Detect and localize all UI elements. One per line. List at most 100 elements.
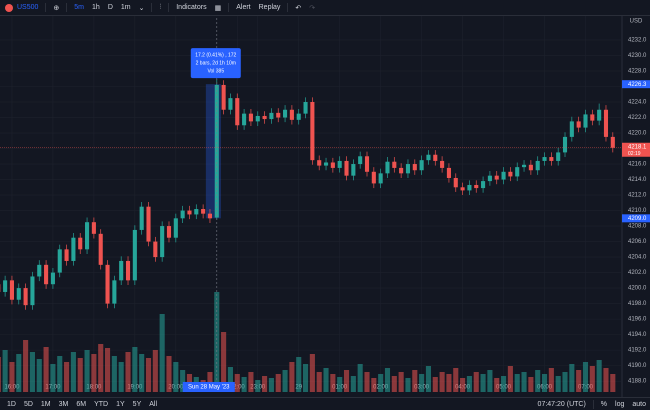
replay[interactable]: Replay	[259, 4, 281, 11]
volume-bar	[139, 354, 144, 392]
clock[interactable]: 07:47:20 (UTC)	[538, 401, 586, 408]
volume-bar	[262, 376, 267, 392]
candle-body	[146, 207, 150, 242]
candle-body	[208, 214, 212, 219]
range[interactable]: YTD	[94, 401, 108, 408]
range[interactable]: 6M	[76, 401, 86, 408]
volume-bar	[132, 347, 137, 392]
range[interactable]: 1M	[41, 401, 51, 408]
volume-bar	[119, 362, 124, 392]
volume-bar	[289, 362, 294, 392]
volume-bar	[528, 377, 533, 392]
volume-bar	[569, 364, 574, 392]
indicators[interactable]: Indicators	[176, 4, 206, 11]
scale-option[interactable]: auto	[632, 401, 646, 408]
volume-bar	[364, 372, 369, 392]
candle-body	[590, 114, 594, 120]
candle-body	[597, 110, 601, 121]
candle-body	[317, 160, 321, 165]
interval[interactable]: 5m	[74, 4, 84, 11]
volume-bar	[535, 370, 540, 392]
y-tick-label: 4214.0	[628, 177, 647, 183]
volume-bar	[91, 354, 96, 392]
candle-body	[454, 178, 458, 187]
candle-body	[508, 172, 512, 177]
candle-body	[365, 156, 369, 172]
candle-body	[194, 209, 198, 214]
templates[interactable]: ▦	[215, 4, 222, 12]
range[interactable]: 5Y	[133, 401, 142, 408]
price-tag-label: 4209.0	[628, 216, 647, 222]
interval[interactable]: 1h	[92, 4, 100, 11]
separator	[287, 3, 288, 12]
candle-body	[140, 207, 144, 230]
volume-bar	[57, 356, 62, 392]
measure-text: 2 bars, 2d 1h 10m	[196, 61, 236, 67]
volume-bar	[583, 362, 588, 392]
candle-body	[556, 152, 560, 161]
chart-type[interactable]: ⫶	[159, 4, 161, 12]
add-compare[interactable]: ⊕	[53, 4, 59, 12]
volume-bar	[556, 376, 561, 392]
candle-body	[126, 261, 130, 280]
volume-bar	[255, 380, 260, 392]
candle-body	[529, 165, 533, 170]
volume-bar	[296, 357, 301, 392]
volume-bar	[542, 374, 547, 392]
candle-body	[385, 162, 389, 174]
candle-body	[92, 222, 96, 234]
candle-body	[420, 160, 424, 170]
volume-bar	[344, 370, 349, 392]
range[interactable]: 1Y	[116, 401, 125, 408]
last-price-label: 4218.1	[628, 144, 647, 150]
separator	[45, 3, 46, 12]
scale-option[interactable]: log	[615, 401, 624, 408]
separator	[593, 400, 594, 409]
candle-body	[17, 288, 21, 300]
candle-body	[611, 137, 615, 148]
y-tick-label: 4206.0	[628, 239, 647, 245]
volume-bar	[481, 374, 486, 392]
candle-body	[249, 114, 253, 122]
alert[interactable]: Alert	[236, 4, 250, 11]
volume-bar	[105, 348, 110, 392]
candle-body	[392, 162, 396, 168]
volume-bar	[467, 376, 472, 392]
y-tick-label: 4212.0	[628, 193, 647, 199]
candle-body	[51, 273, 55, 285]
range[interactable]: 3M	[59, 401, 69, 408]
scale-option[interactable]: %	[601, 401, 607, 408]
redo[interactable]: ↷	[309, 4, 315, 12]
candle-body	[99, 234, 103, 265]
range[interactable]: 5D	[24, 401, 33, 408]
volume-bar	[562, 372, 567, 392]
currency: USD	[630, 19, 643, 25]
intervals: 5m 1h D 1m	[70, 4, 134, 11]
volume-bar	[549, 368, 554, 392]
y-tick-label: 4200.0	[628, 286, 647, 292]
crosshair-label: Sun 28 May '23	[188, 385, 230, 391]
separator	[168, 3, 169, 12]
volume-bar	[603, 368, 608, 392]
volume-bar	[474, 372, 479, 392]
range[interactable]: 1D	[7, 401, 16, 408]
candle-body	[242, 114, 246, 126]
interval-menu[interactable]: ⌄	[139, 4, 145, 12]
candle-body	[85, 222, 89, 249]
countdown: 02:19	[628, 151, 641, 157]
volume-bar	[576, 370, 581, 392]
candle-body	[577, 121, 581, 127]
volume-bar	[508, 366, 513, 392]
interval[interactable]: 1m	[121, 4, 131, 11]
volume-bar	[160, 314, 165, 392]
undo[interactable]: ↶	[295, 4, 301, 12]
candle-body	[119, 261, 123, 280]
candle-body	[276, 113, 280, 118]
top-toolbar: US500 ⊕ 5m 1h D 1m ⌄ ⫶ Indicators ▦ Alert R…	[0, 0, 650, 16]
interval[interactable]: D	[108, 4, 113, 11]
candle-body	[269, 113, 273, 119]
candle-body	[542, 157, 546, 161]
range[interactable]: All	[149, 401, 157, 408]
symbol[interactable]: US500	[17, 4, 38, 11]
volume-bar	[460, 378, 465, 392]
